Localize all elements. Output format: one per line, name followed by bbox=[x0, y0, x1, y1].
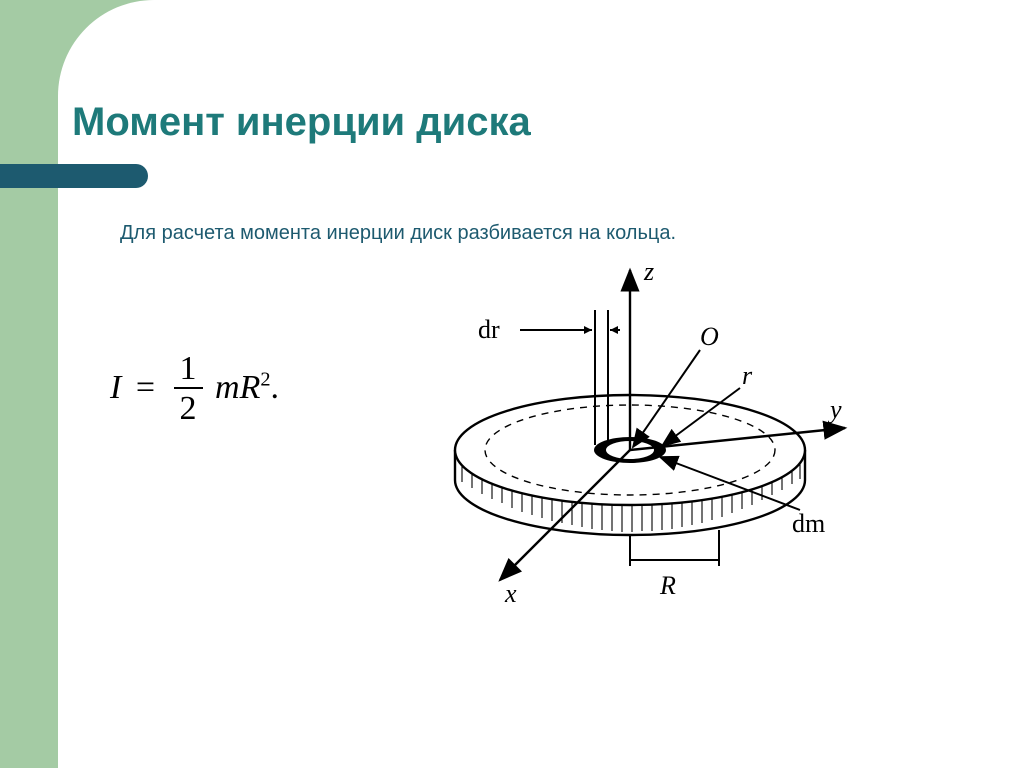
formula-mR: mR bbox=[215, 369, 260, 406]
slide-subtitle: Для расчета момента инерции диск разбива… bbox=[120, 222, 676, 245]
slide-title: Момент инерции диска bbox=[72, 100, 531, 145]
formula-period: . bbox=[271, 369, 280, 406]
formula-exponent: 2 bbox=[260, 369, 270, 391]
formula-fraction: 1 2 bbox=[174, 350, 203, 430]
dr-arrow-right bbox=[610, 326, 618, 334]
dr-label-full: dr bbox=[478, 315, 500, 344]
formula-eq: = bbox=[136, 369, 155, 406]
moment-of-inertia-formula: I = 1 2 mR2. bbox=[110, 350, 279, 430]
z-axis-label: z bbox=[643, 257, 654, 286]
y-axis-label: y bbox=[827, 395, 842, 424]
formula-denominator: 2 bbox=[174, 389, 203, 430]
R-label: R bbox=[659, 571, 676, 600]
formula-lhs: I bbox=[110, 369, 121, 406]
dm-label: dm bbox=[792, 509, 825, 538]
x-axis-label: x bbox=[504, 579, 517, 608]
slide-sidebar bbox=[0, 0, 58, 768]
r-label: r bbox=[742, 361, 753, 390]
slide-corner-decoration bbox=[58, 0, 154, 96]
origin-label: O bbox=[700, 322, 719, 351]
formula-numerator: 1 bbox=[174, 350, 203, 389]
dr-arrow-left bbox=[584, 326, 592, 334]
accent-bar bbox=[0, 164, 148, 188]
slide: Момент инерции диска Для расчета момента… bbox=[0, 0, 1024, 768]
disk-diagram: z y x O r dr dr R bbox=[400, 250, 860, 610]
